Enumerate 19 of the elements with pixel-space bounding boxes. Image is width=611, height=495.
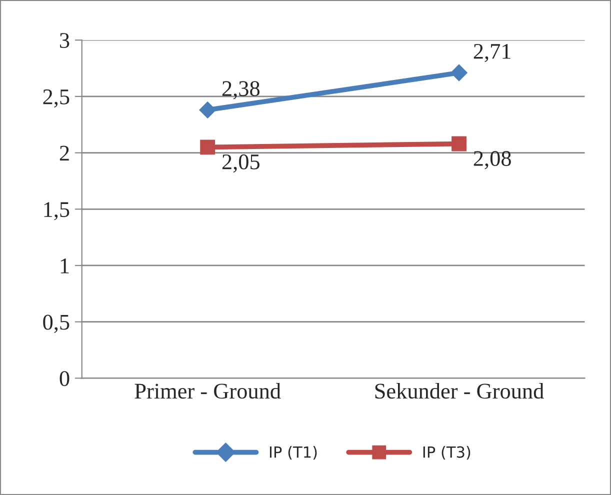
data-label: 2,38 [222, 81, 260, 100]
x-tick-label: Sekunder - Ground [375, 383, 544, 399]
point [450, 64, 468, 82]
data-label: 2,71 [474, 44, 510, 62]
data-label: 2,05 [222, 154, 260, 173]
point [199, 102, 216, 118]
y-tick-label: 2 [60, 146, 69, 160]
legend-label: IP (T1) [270, 446, 317, 460]
legend-label: IP (T3) [423, 446, 470, 460]
y-tick-label: 0 [60, 371, 70, 386]
data-label: 2,08 [474, 151, 511, 170]
y-tick-label: 3 [60, 33, 70, 48]
point [452, 136, 466, 152]
y-tick-label: 1 [60, 258, 69, 274]
x-tick-label: Primer - Ground [134, 383, 281, 399]
point [200, 140, 216, 155]
y-tick-label: 1,5 [44, 202, 70, 220]
y-tick-label: 0,5 [43, 314, 70, 333]
y-tick-label: 2,5 [43, 89, 70, 108]
